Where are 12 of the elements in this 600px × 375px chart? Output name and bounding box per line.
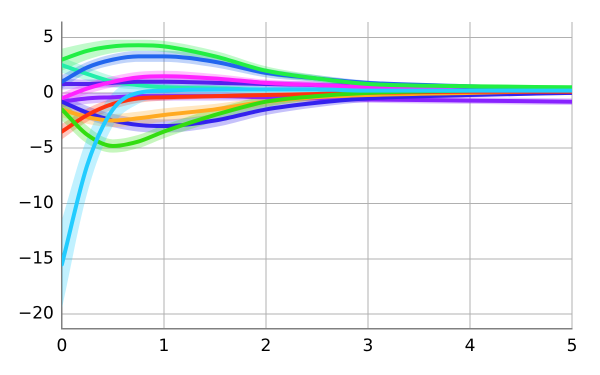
x-tick-label: 1 [158,336,170,356]
x-tick-label: 0 [56,336,68,356]
x-tick-label: 2 [260,336,272,356]
y-tick-label: −15 [18,248,54,268]
x-tick-label: 3 [362,336,374,356]
y-tick-label: −10 [18,192,54,213]
y-tick-label: 5 [43,26,54,47]
x-tick-label: 4 [464,336,476,356]
y-tick-label: 0 [43,82,54,102]
x-tick-label: 5 [566,336,578,356]
y-tick-label: −5 [28,138,54,158]
y-tick-label: −20 [18,304,54,324]
